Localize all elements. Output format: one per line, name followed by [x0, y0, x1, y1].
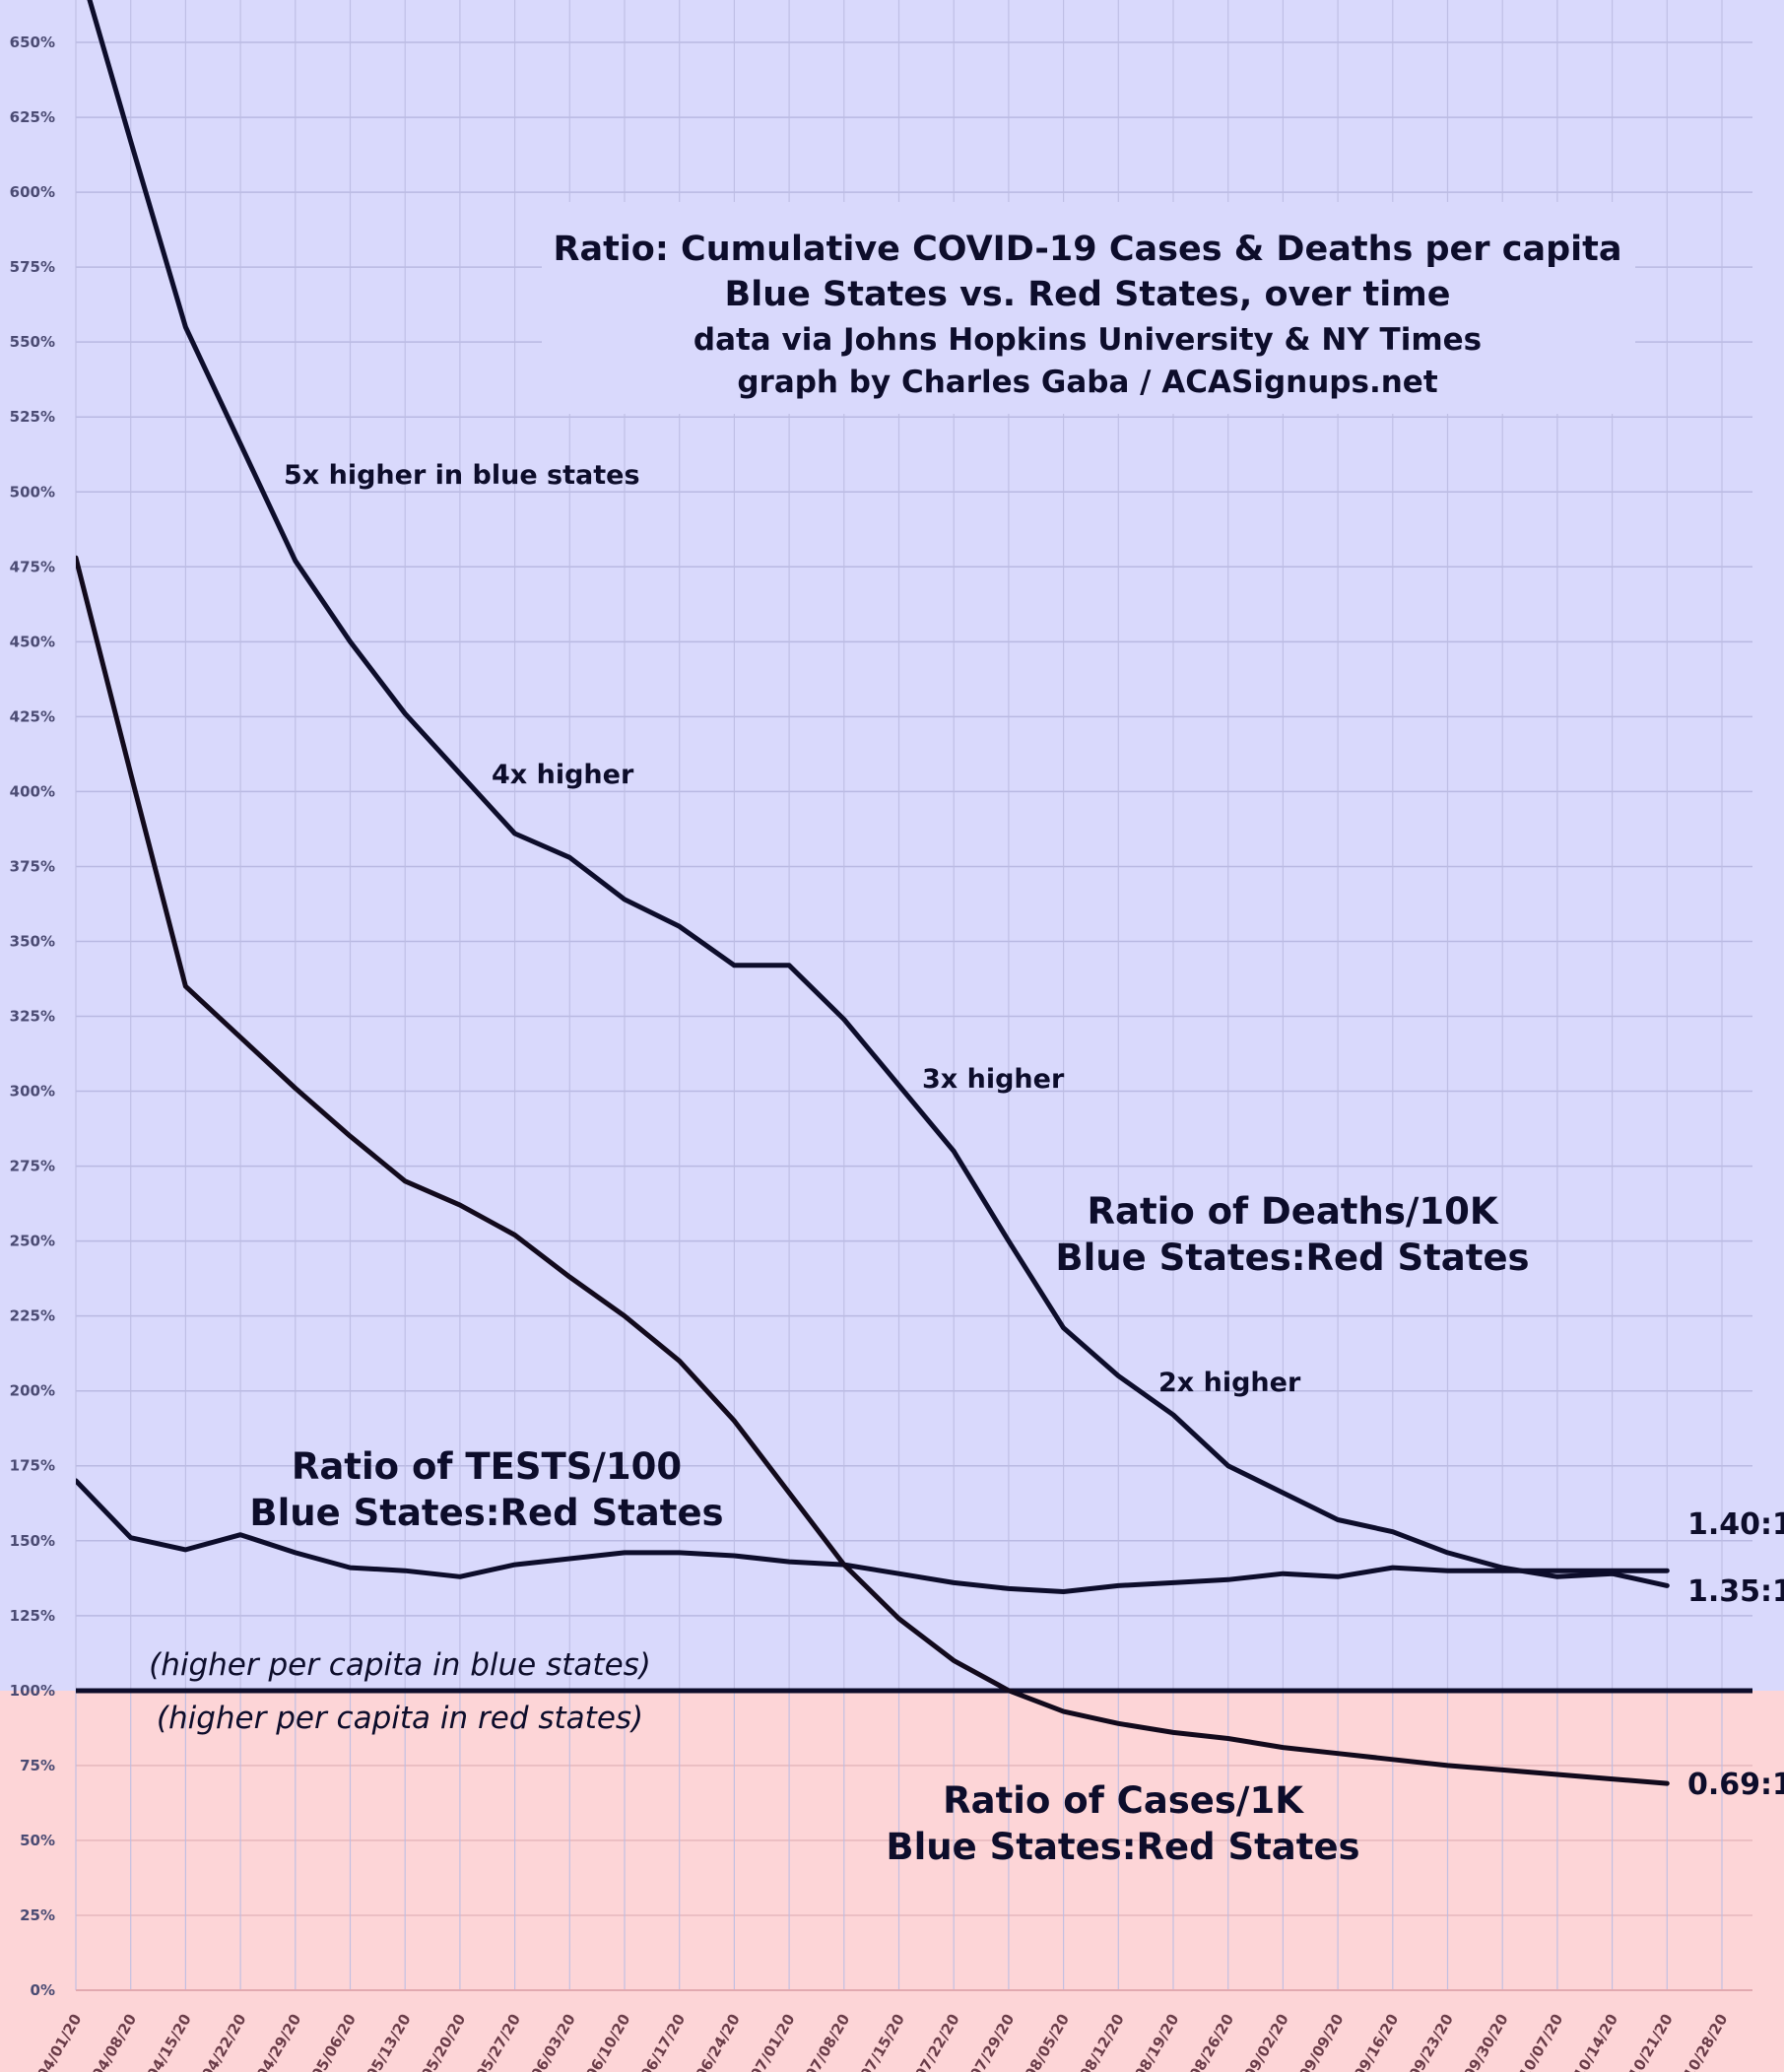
deaths-label-line-1: Ratio of Deaths/10K [1087, 1190, 1498, 1233]
y-axis: 0% 25% 50% 75% 100% 125% 150% 175% 200% 225% 250% 2… [10, 33, 55, 1999]
y-tick-label: 375% [10, 857, 55, 875]
y-tick-label: 575% [10, 258, 55, 276]
chart-title: Ratio: Cumulative COVID-19 Cases & Death… [542, 202, 1635, 414]
y-tick-label: 475% [10, 558, 55, 575]
y-tick-label: 550% [10, 333, 55, 351]
tests-line [76, 1478, 1670, 1594]
deaths-end-label: 1.35:1 [1687, 1574, 1784, 1609]
title-line-4: graph by Charles Gaba / ACASignups.net [737, 365, 1437, 400]
y-tick-label: 175% [10, 1457, 55, 1475]
deaths-line [87, 0, 1670, 1588]
y-tick-label: 325% [10, 1008, 55, 1026]
y-tick-label: 0% [31, 1981, 55, 1999]
tests-label-line-1: Ratio of TESTS/100 [292, 1445, 682, 1488]
y-tick-label: 225% [10, 1307, 55, 1325]
y-tick-label: 350% [10, 932, 55, 950]
annotation-5x: 5x higher in blue states [284, 460, 640, 491]
y-tick-label: 275% [10, 1158, 55, 1175]
y-tick-label: 650% [10, 33, 55, 51]
series-lines [76, 0, 1670, 1786]
cases-label-line-2: Blue States:Red States [886, 1826, 1359, 1868]
annotation-4x: 4x higher [492, 760, 634, 790]
y-tick-label: 400% [10, 782, 55, 800]
y-tick-label: 50% [20, 1832, 55, 1849]
above-line-note: (higher per capita in blue states) [149, 1647, 651, 1683]
cases-line [76, 555, 1670, 1786]
annotation-3x: 3x higher [922, 1064, 1065, 1095]
tests-label-line-2: Blue States:Red States [249, 1492, 723, 1534]
below-line-note: (higher per capita in red states) [157, 1701, 643, 1736]
y-tick-label: 300% [10, 1083, 55, 1101]
annotation-2x: 2x higher [1158, 1368, 1301, 1398]
y-tick-label: 625% [10, 108, 55, 126]
y-tick-label: 425% [10, 707, 55, 725]
y-tick-label: 600% [10, 183, 55, 201]
title-line-2: Blue States vs. Red States, over time [725, 275, 1451, 314]
tests-end-label: 1.40:1 [1687, 1507, 1784, 1542]
title-line-1: Ratio: Cumulative COVID-19 Cases & Death… [554, 230, 1622, 269]
y-tick-label: 150% [10, 1532, 55, 1550]
y-tick-label: 525% [10, 408, 55, 426]
y-tick-label: 200% [10, 1382, 55, 1400]
y-tick-label: 450% [10, 633, 55, 650]
y-tick-label: 25% [20, 1906, 55, 1924]
y-tick-label: 250% [10, 1233, 55, 1250]
red-region [0, 1691, 1784, 2072]
deaths-label-line-2: Blue States:Red States [1055, 1237, 1529, 1279]
y-tick-label: 500% [10, 483, 55, 501]
y-tick-label: 100% [10, 1682, 55, 1700]
cases-end-label: 0.69:1 [1687, 1768, 1784, 1802]
title-line-3: data via Johns Hopkins University & NY T… [694, 322, 1482, 358]
y-tick-label: 75% [20, 1757, 55, 1774]
cases-label-line-1: Ratio of Cases/1K [943, 1779, 1304, 1822]
y-tick-label: 125% [10, 1607, 55, 1625]
